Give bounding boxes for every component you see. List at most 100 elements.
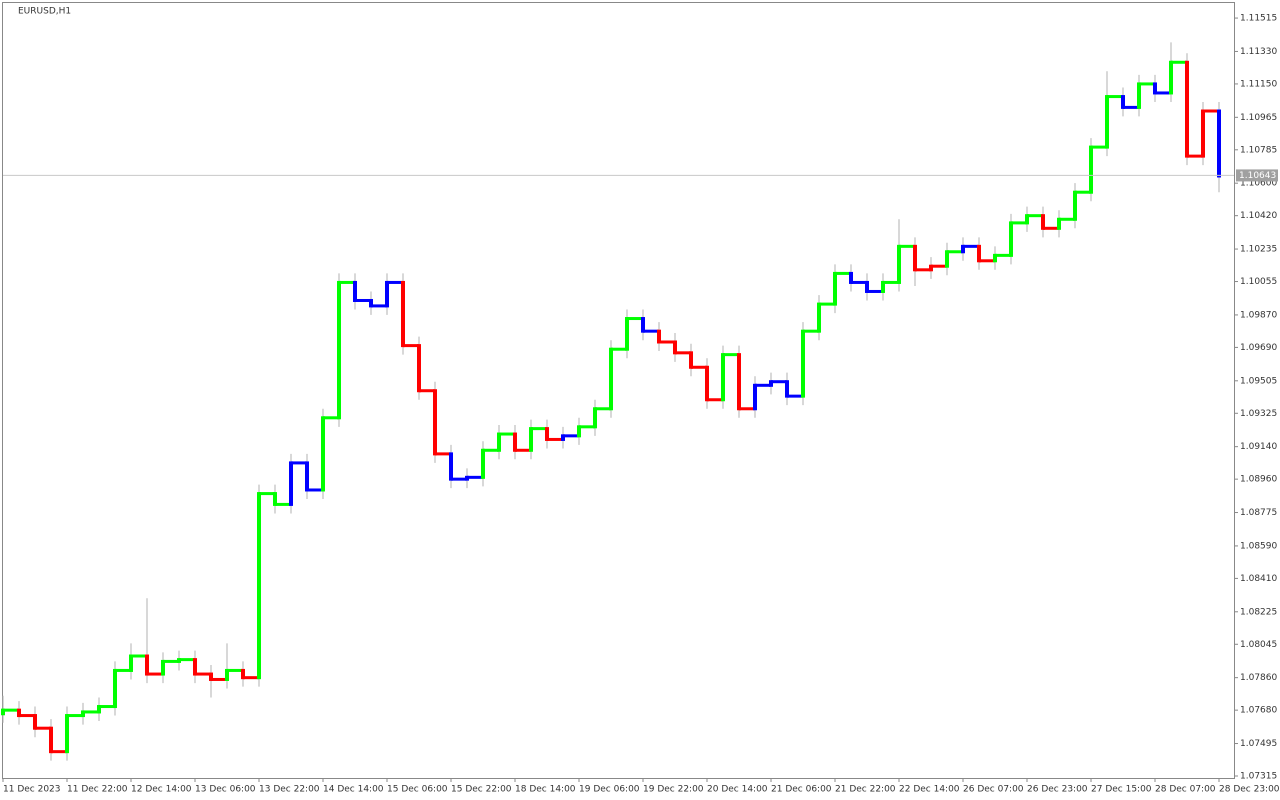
candle-body — [817, 302, 821, 333]
close-step — [867, 289, 883, 293]
close-step — [83, 710, 99, 714]
x-tick-label: 15 Dec 22:00 — [451, 785, 512, 795]
candle-body — [673, 340, 677, 355]
close-step — [227, 668, 243, 672]
candle-body — [529, 427, 533, 452]
candle-body — [1073, 190, 1077, 221]
candle-body — [913, 244, 917, 272]
candle-body — [1169, 60, 1173, 95]
candle-body — [577, 425, 581, 438]
close-step — [803, 329, 819, 333]
candle-body — [129, 654, 133, 672]
candle-body — [641, 317, 645, 333]
y-tick-label: 1.11150 — [1240, 79, 1277, 89]
candle-body — [561, 434, 565, 441]
candle-body — [433, 389, 437, 456]
close-step — [499, 432, 515, 436]
candle-body — [513, 432, 517, 452]
candle-body — [1009, 221, 1013, 257]
close-step — [931, 264, 947, 268]
close-step — [419, 389, 435, 393]
close-step — [627, 317, 643, 321]
close-step — [467, 475, 483, 479]
close-step — [851, 280, 867, 284]
x-tick-label: 15 Dec 06:00 — [387, 785, 448, 795]
close-step — [35, 726, 51, 730]
x-tick-label: 19 Dec 22:00 — [643, 785, 704, 795]
close-step — [323, 416, 339, 420]
close-step — [787, 394, 803, 398]
candle-body — [1, 708, 5, 716]
candle-body — [929, 264, 933, 272]
close-step — [595, 407, 611, 411]
candle-body — [721, 353, 725, 402]
y-tick-label: 1.07495 — [1240, 739, 1277, 749]
candle-body — [833, 271, 837, 306]
candle-body — [961, 244, 965, 254]
y-tick-label: 1.09870 — [1240, 310, 1277, 320]
close-step — [611, 347, 627, 351]
candle-body — [401, 280, 405, 348]
close-step — [707, 398, 723, 402]
close-step — [739, 407, 755, 411]
x-tick-label: 28 Dec 07:00 — [1155, 785, 1216, 795]
x-tick-label: 20 Dec 14:00 — [707, 785, 768, 795]
x-tick-label: 14 Dec 14:00 — [323, 785, 384, 795]
y-tick-label: 1.08960 — [1240, 475, 1277, 485]
candle-body — [113, 668, 117, 709]
candle-body — [321, 416, 325, 492]
candle-body — [1089, 145, 1093, 194]
close-step — [883, 280, 899, 284]
y-tick-label: 1.09140 — [1240, 442, 1277, 452]
close-step — [531, 427, 547, 431]
y-tick-label: 1.08045 — [1240, 640, 1277, 650]
candle-body — [305, 461, 309, 492]
candle-body — [65, 714, 69, 754]
candle-body — [1121, 95, 1125, 109]
close-step — [435, 452, 451, 456]
candle-body — [385, 280, 389, 308]
candle-body — [769, 380, 773, 387]
close-step — [99, 705, 115, 709]
x-tick-label: 22 Dec 14:00 — [899, 785, 960, 795]
close-step — [755, 383, 771, 387]
y-tick-label: 1.10965 — [1240, 113, 1277, 123]
x-tick-label: 19 Dec 06:00 — [579, 785, 640, 795]
x-tick-label: 11 Dec 22:00 — [67, 785, 128, 795]
candle-body — [1217, 109, 1221, 178]
x-tick-label: 21 Dec 22:00 — [835, 785, 896, 795]
candle-body — [945, 250, 949, 268]
y-tick-label: 1.08225 — [1240, 607, 1277, 617]
candle-body — [1137, 82, 1141, 109]
candle-body — [161, 659, 165, 676]
y-tick-label: 1.07315 — [1240, 772, 1277, 782]
candle-body — [689, 351, 693, 369]
close-step — [1187, 154, 1203, 158]
candle-body — [145, 654, 149, 676]
close-step — [1107, 95, 1123, 99]
candle-body — [1025, 214, 1029, 225]
close-step — [547, 437, 563, 441]
close-step — [355, 298, 371, 302]
close-step — [643, 329, 659, 333]
x-tick-label: 13 Dec 22:00 — [259, 785, 320, 795]
candle-body — [33, 714, 37, 730]
close-step — [659, 340, 675, 344]
close-step — [1027, 214, 1043, 218]
y-tick-label: 1.10235 — [1240, 245, 1277, 255]
candle-body — [97, 705, 101, 714]
candle-body — [257, 492, 261, 680]
candle-body — [977, 244, 981, 263]
close-step — [131, 654, 147, 658]
close-step — [771, 380, 787, 384]
close-step — [819, 302, 835, 306]
candle-body — [449, 452, 453, 481]
candle-body — [801, 329, 805, 398]
candle-body — [497, 432, 501, 452]
candle-body — [193, 658, 197, 676]
close-step — [1139, 82, 1155, 86]
close-step — [899, 244, 915, 248]
close-step — [579, 425, 595, 429]
candle-body — [1201, 109, 1205, 158]
candle-body — [881, 280, 885, 293]
